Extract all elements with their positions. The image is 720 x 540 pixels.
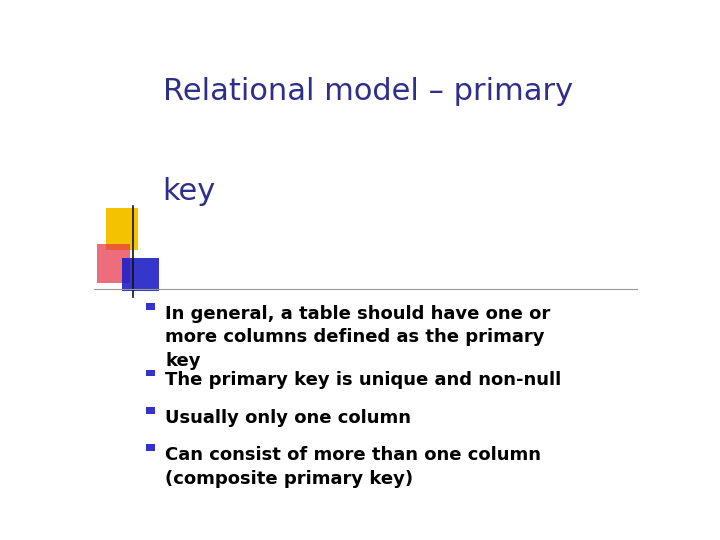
Text: Can consist of more than one column
(composite primary key): Can consist of more than one column (com… bbox=[166, 446, 541, 488]
Text: Usually only one column: Usually only one column bbox=[166, 409, 411, 427]
Bar bbox=[96, 244, 130, 283]
Text: Relational model – primary: Relational model – primary bbox=[163, 77, 572, 106]
Text: key: key bbox=[163, 177, 216, 206]
Text: The primary key is unique and non-null: The primary key is unique and non-null bbox=[166, 371, 562, 389]
Bar bbox=[145, 407, 155, 414]
Bar bbox=[122, 258, 158, 292]
Bar bbox=[145, 444, 155, 451]
Text: In general, a table should have one or
more columns defined as the primary
key: In general, a table should have one or m… bbox=[166, 305, 551, 370]
Bar bbox=[145, 369, 155, 376]
Bar bbox=[106, 208, 138, 250]
Bar bbox=[145, 303, 155, 310]
